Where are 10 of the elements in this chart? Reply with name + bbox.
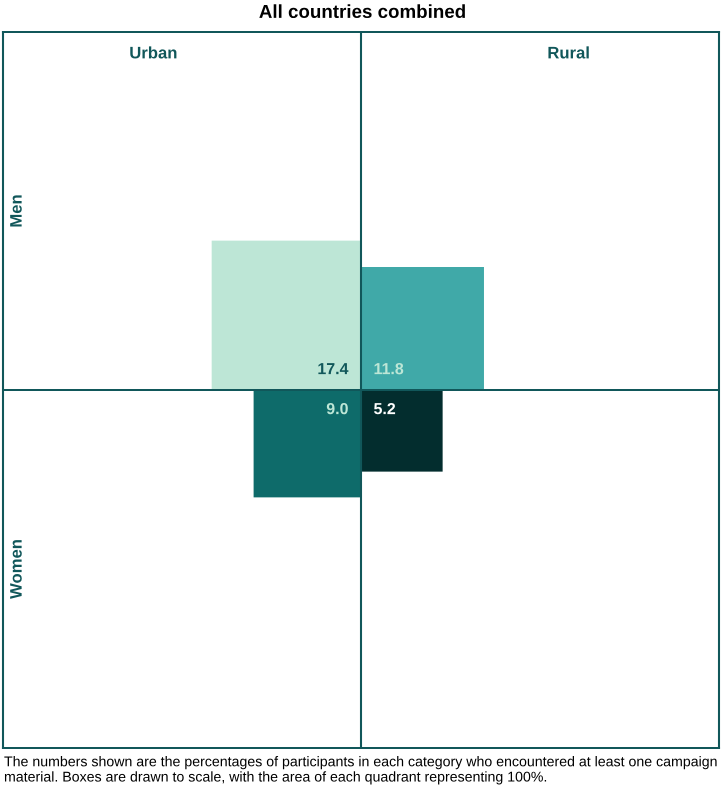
text: Women <box>10 540 22 599</box>
data-label: 5.2 <box>374 402 396 414</box>
category-label: Urban <box>130 46 176 59</box>
text: The numbers shown are the percentages of participants in each category who encountered at least one campaign material. Boxes are drawn to scale, with the area of each quadrant representing 100%. <box>4 756 717 784</box>
category-label: Rural <box>548 46 589 59</box>
data-label: 11.8 <box>374 363 404 374</box>
data-label: 9.0 <box>326 402 348 414</box>
text: All countries combined <box>259 4 465 18</box>
data-label: 17.4 <box>318 363 348 374</box>
text: Men <box>10 195 22 227</box>
